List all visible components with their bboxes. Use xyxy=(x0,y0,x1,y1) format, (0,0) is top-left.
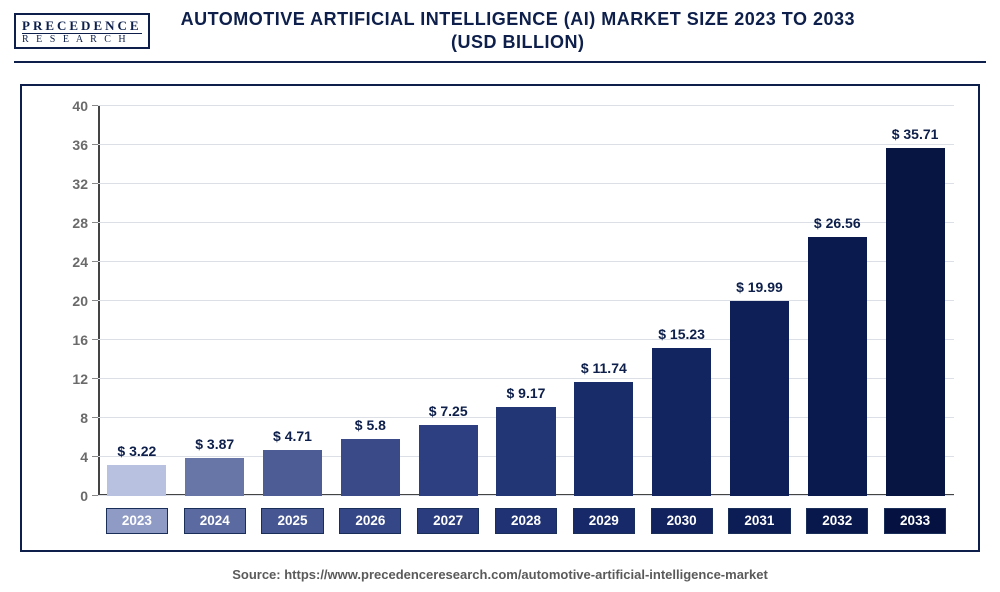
bar: $ 3.87 xyxy=(185,458,244,496)
bar-value-label: $ 4.71 xyxy=(273,428,312,444)
bar: $ 9.17 xyxy=(496,407,555,496)
bar: $ 3.22 xyxy=(107,465,166,496)
bar-value-label: $ 19.99 xyxy=(736,279,783,295)
header: PRECEDENCE R E S E A R C H AUTOMOTIVE AR… xyxy=(0,0,1000,59)
bar: $ 11.74 xyxy=(574,382,633,496)
bar-value-label: $ 35.71 xyxy=(892,126,939,142)
bar-slot: $ 5.8 xyxy=(331,106,409,496)
title-line-1: AUTOMOTIVE ARTIFICIAL INTELLIGENCE (AI) … xyxy=(181,9,855,29)
bar-slot: $ 26.56 xyxy=(798,106,876,496)
bar-slot: $ 35.71 xyxy=(876,106,954,496)
bar: $ 4.71 xyxy=(263,450,322,496)
logo-bottom: R E S E A R C H xyxy=(22,33,142,45)
brand-logo: PRECEDENCE R E S E A R C H xyxy=(14,13,150,49)
ytick-label: 16 xyxy=(72,332,88,348)
chart-title: AUTOMOTIVE ARTIFICIAL INTELLIGENCE (AI) … xyxy=(150,8,986,55)
ytick-label: 0 xyxy=(80,488,88,504)
bar-slot: $ 15.23 xyxy=(643,106,721,496)
ytick-label: 36 xyxy=(72,137,88,153)
bar-slot: $ 4.71 xyxy=(254,106,332,496)
bar: $ 7.25 xyxy=(419,425,478,496)
x-category-label: 2023 xyxy=(106,508,168,534)
bar: $ 5.8 xyxy=(341,439,400,496)
x-category-label: 2032 xyxy=(806,508,868,534)
ytick-label: 8 xyxy=(80,410,88,426)
ytick-label: 24 xyxy=(72,254,88,270)
bar-value-label: $ 5.8 xyxy=(355,417,386,433)
bar-slot: $ 3.22 xyxy=(98,106,176,496)
title-line-2: (USD BILLION) xyxy=(451,32,584,52)
x-category-label: 2033 xyxy=(884,508,946,534)
bar-value-label: $ 9.17 xyxy=(507,385,546,401)
bar-value-label: $ 15.23 xyxy=(658,326,705,342)
plot-area: 0481216202428323640$ 3.22$ 3.87$ 4.71$ 5… xyxy=(98,106,954,496)
bar-value-label: $ 26.56 xyxy=(814,215,861,231)
bar: $ 26.56 xyxy=(808,237,867,496)
bar: $ 15.23 xyxy=(652,348,711,496)
header-divider xyxy=(14,61,986,63)
bar-slot: $ 9.17 xyxy=(487,106,565,496)
x-category-label: 2026 xyxy=(339,508,401,534)
x-category-label: 2028 xyxy=(495,508,557,534)
logo-top: PRECEDENCE xyxy=(22,19,142,32)
x-category-label: 2027 xyxy=(417,508,479,534)
x-axis-labels: 2023 2024 2025 2026 2027 2028 2029 2030 2031 2032… xyxy=(98,508,954,538)
page: PRECEDENCE R E S E A R C H AUTOMOTIVE AR… xyxy=(0,0,1000,592)
x-category-label: 2025 xyxy=(261,508,323,534)
x-category-label: 2031 xyxy=(728,508,790,534)
bar: $ 19.99 xyxy=(730,301,789,496)
bar-slot: $ 7.25 xyxy=(409,106,487,496)
source-text: Source: https://www.precedenceresearch.c… xyxy=(0,567,1000,582)
ytick-label: 4 xyxy=(80,449,88,465)
ytick-label: 28 xyxy=(72,215,88,231)
bar-value-label: $ 11.74 xyxy=(581,360,627,376)
bar: $ 35.71 xyxy=(886,148,945,496)
bar-slot: $ 3.87 xyxy=(176,106,254,496)
bar-slot: $ 11.74 xyxy=(565,106,643,496)
x-category-label: 2030 xyxy=(651,508,713,534)
bar-value-label: $ 3.87 xyxy=(195,436,234,452)
bar-value-label: $ 3.22 xyxy=(117,443,156,459)
ytick-label: 40 xyxy=(72,98,88,114)
chart: 0481216202428323640$ 3.22$ 3.87$ 4.71$ 5… xyxy=(20,84,980,552)
bar-value-label: $ 7.25 xyxy=(429,403,468,419)
x-category-label: 2029 xyxy=(573,508,635,534)
ytick-label: 20 xyxy=(72,293,88,309)
ytick-label: 32 xyxy=(72,176,88,192)
ytick-label: 12 xyxy=(72,371,88,387)
bar-slot: $ 19.99 xyxy=(721,106,799,496)
x-category-label: 2024 xyxy=(184,508,246,534)
